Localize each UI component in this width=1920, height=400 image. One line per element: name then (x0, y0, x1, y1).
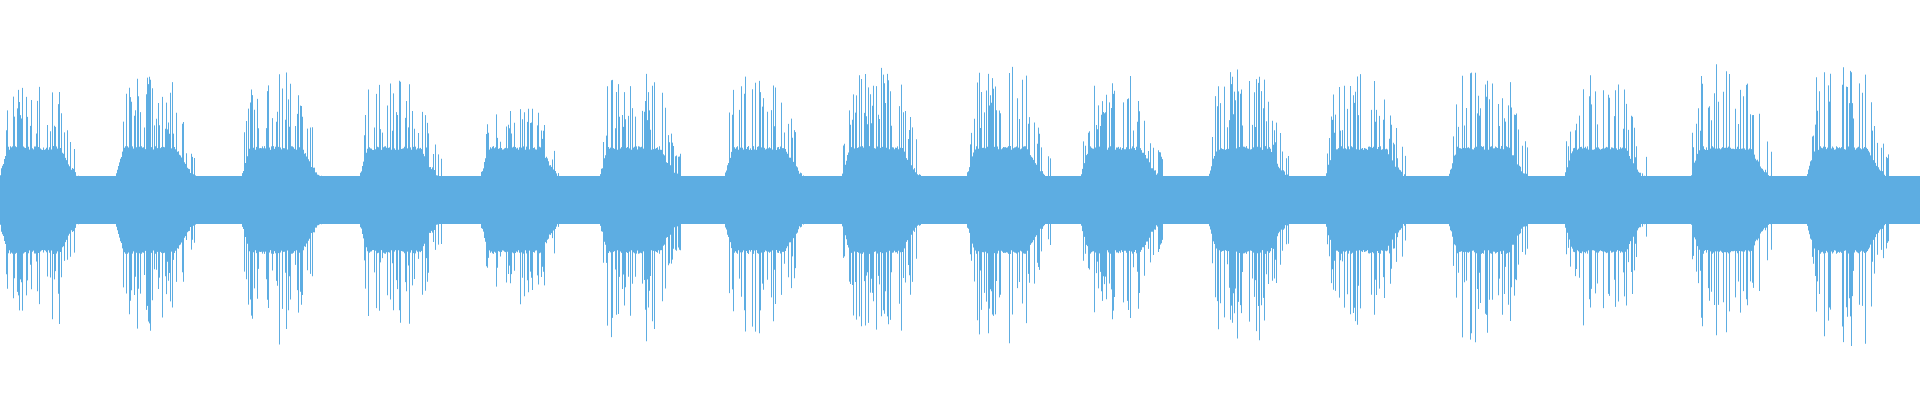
waveform-bars (0, 64, 1920, 346)
waveform-peaks (6, 64, 1889, 346)
